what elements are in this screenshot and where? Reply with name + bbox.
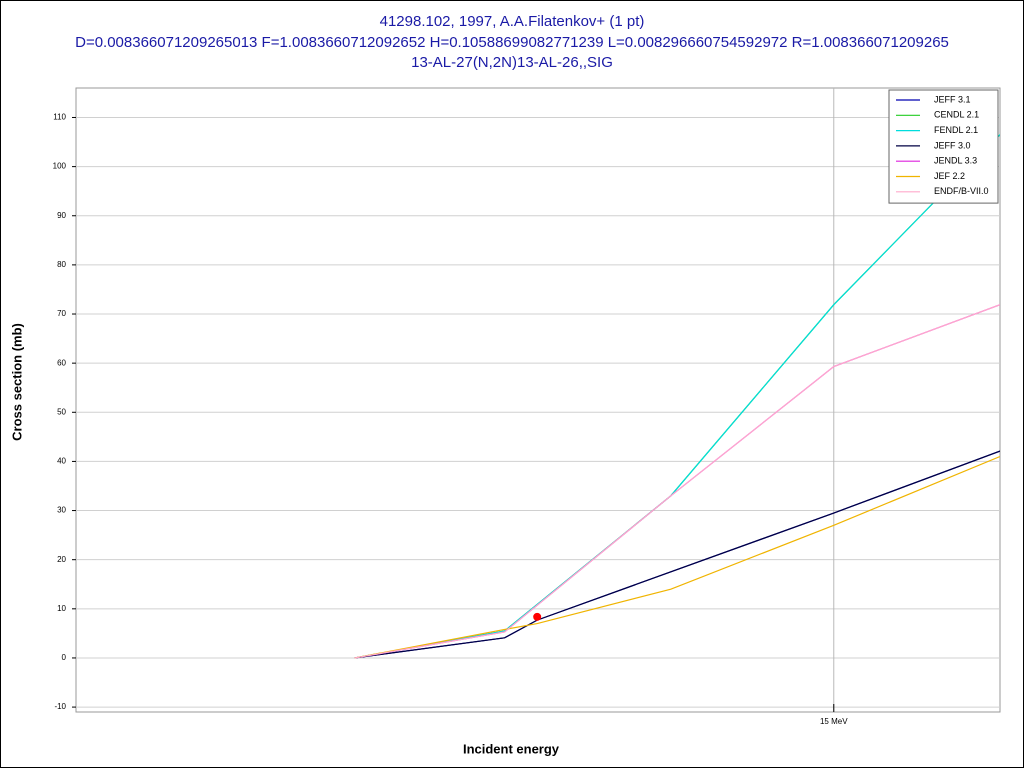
x-tick-label: 15 MeV xyxy=(820,717,848,726)
y-tick-label: -10 xyxy=(54,702,66,711)
y-tick-label: 40 xyxy=(57,457,66,466)
legend-box xyxy=(888,89,999,204)
y-tick-label: 70 xyxy=(57,309,66,318)
y-tick-label: 100 xyxy=(53,162,67,171)
legend-label: ENDF/B-VII.0 xyxy=(934,186,989,196)
legend-label: JEFF 3.1 xyxy=(934,94,971,104)
series-line xyxy=(354,455,1000,659)
legend-label: JENDL 3.3 xyxy=(934,156,977,166)
y-tick-label: 50 xyxy=(57,407,66,416)
y-tick-label: 10 xyxy=(57,604,66,613)
y-tick-label: 90 xyxy=(57,211,66,220)
legend-label: JEF 2.2 xyxy=(934,171,965,181)
legend-label: CENDL 2.1 xyxy=(934,110,979,120)
plot-area xyxy=(75,87,1001,713)
legend-label: JEFF 3.0 xyxy=(934,140,971,150)
y-tick-label: 0 xyxy=(62,653,67,662)
y-axis-label: Cross section (mb) xyxy=(9,323,24,441)
x-axis-label: Incident energy xyxy=(463,741,560,756)
y-tick-label: 30 xyxy=(57,506,66,515)
grid: -10 0 10 20 30 40 50 60 70 80 90 100 110 15 MeV xyxy=(53,88,1000,726)
chart-subtitle: 13-AL-27(N,2N)13-AL-26,,SIG xyxy=(411,54,613,71)
lines xyxy=(354,134,1000,659)
chart-title: 41298.102, 1997, A.A.Filatenkov+ (1 pt) xyxy=(380,13,645,30)
y-tick-label: 20 xyxy=(57,555,66,564)
series-line xyxy=(354,304,1000,659)
data-point xyxy=(533,612,542,621)
legend: JEFF 3.1 CENDL 2.1 FENDL 2.1 JEFF 3.0 JENDL … xyxy=(888,89,999,204)
legend-label: FENDL 2.1 xyxy=(934,125,978,135)
y-tick-label: 80 xyxy=(57,260,66,269)
y-tick-label: 60 xyxy=(57,358,66,367)
chart-subtitle: D=0.008366071209265013 F=1.0083660712092… xyxy=(75,34,949,51)
y-tick-label: 110 xyxy=(53,113,66,122)
